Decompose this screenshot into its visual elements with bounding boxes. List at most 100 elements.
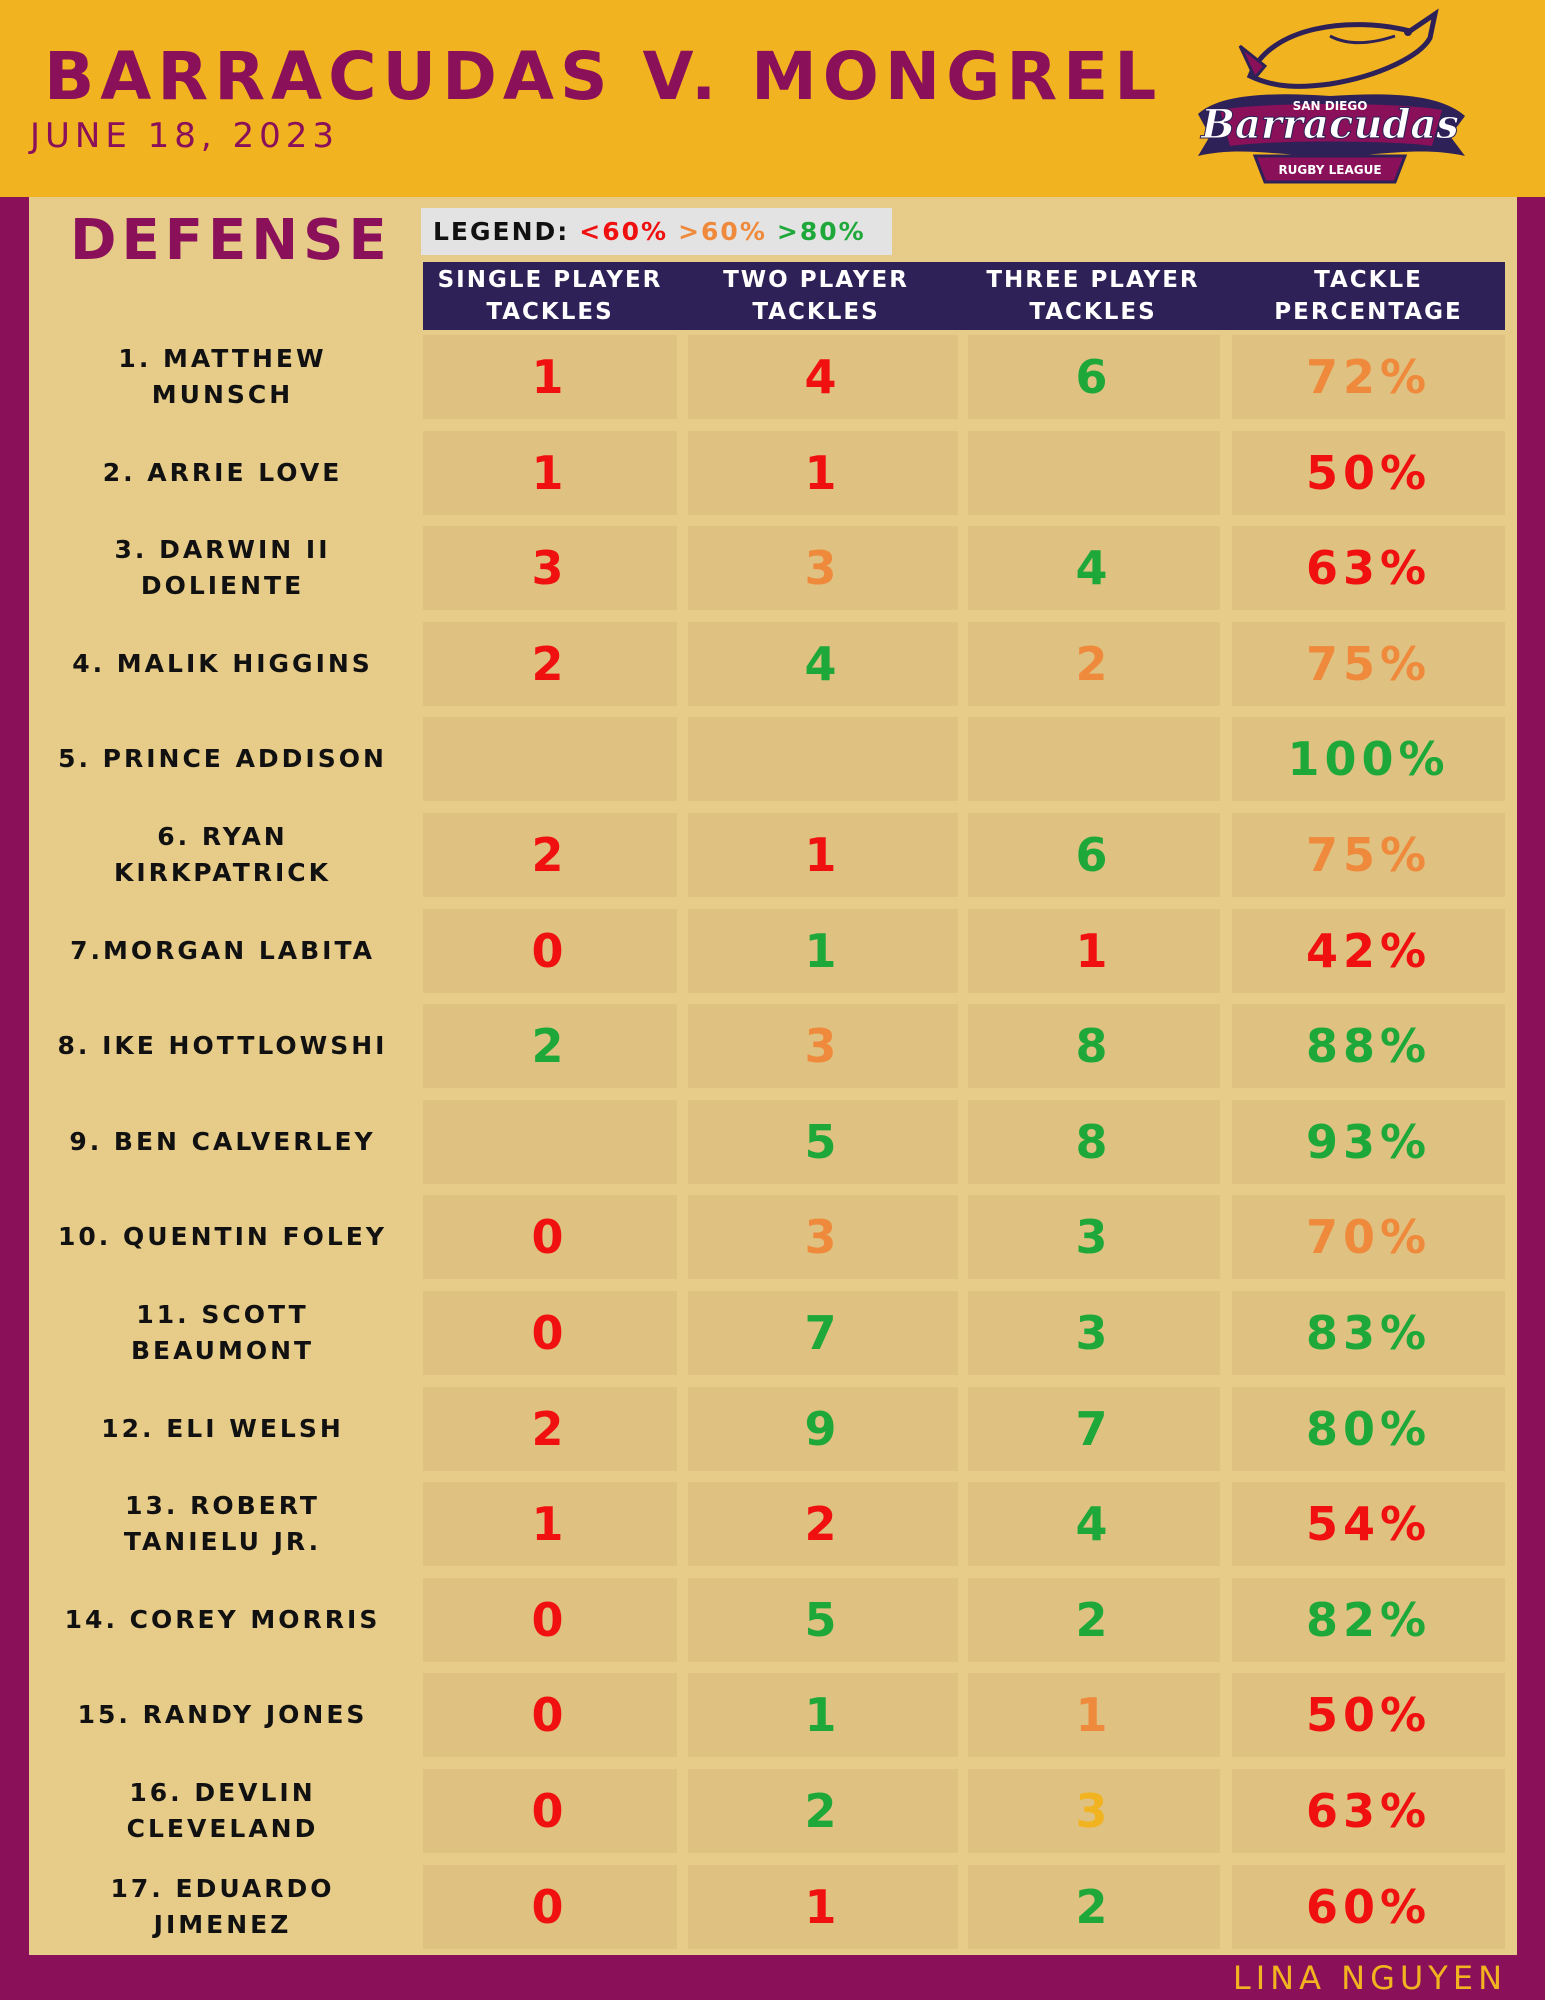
three-player-tackles-cell: 8 [968,1004,1220,1088]
player-name: 3. DARWIN II DOLIENTE [114,535,331,600]
two-player-tackles-cell: 5 [688,1578,958,1662]
table-row: 9. BEN CALVERLEY 5 8 93% [0,1100,1545,1184]
column-header-percentage: TACKLE PERCENTAGE [1274,267,1463,325]
two-player-tackles-cell: 4 [688,335,958,419]
single-player-tackles-cell: 1 [423,1482,677,1566]
section-title: DEFENSE [70,208,392,273]
table-row: 12. ELI WELSH 2 9 7 80% [0,1387,1545,1471]
column-header-single: SINGLE PLAYER TACKLES [437,267,663,325]
three-player-tackles-cell: 3 [968,1291,1220,1375]
three-player-tackles-cell: 1 [968,909,1220,993]
single-player-tackles-cell: 0 [423,1291,677,1375]
player-name: 8. IKE HOTTLOWSHI [57,1031,388,1060]
two-player-tackles-cell: 1 [688,909,958,993]
player-name: 7.MORGAN LABITA [70,936,375,965]
tackle-percentage-cell: 88% [1232,1004,1505,1088]
two-player-tackles-cell: 2 [688,1482,958,1566]
player-name: 9. BEN CALVERLEY [69,1127,376,1156]
player-name: 16. DEVLIN CLEVELAND [126,1778,319,1843]
column-header-bar [423,262,1505,330]
header-banner: BARRACUDAS V. MONGREL JUNE 18, 2023 SAN … [0,0,1545,197]
table-row: 17. EDUARDO JIMENEZ 0 1 2 60% [0,1865,1545,1949]
two-player-tackles-cell: 3 [688,1004,958,1088]
table-row: 16. DEVLIN CLEVELAND 0 2 3 63% [0,1769,1545,1853]
player-name: 5. PRINCE ADDISON [58,744,387,773]
three-player-tackles-cell: 1 [968,1673,1220,1757]
player-name: 13. ROBERT TANIELU JR. [123,1491,322,1556]
single-player-tackles-cell [423,717,677,801]
table-row: 3. DARWIN II DOLIENTE 3 3 4 63% [0,526,1545,610]
tackle-percentage-cell: 75% [1232,813,1505,897]
tackle-percentage-cell: 75% [1232,622,1505,706]
player-name: 1. MATTHEW MUNSCH [118,344,327,409]
tackle-percentage-cell: 72% [1232,335,1505,419]
legend: LEGEND: <60% >60% >80% [421,208,892,255]
column-header-two: TWO PLAYER TACKLES [723,267,909,325]
legend-label: LEGEND: [433,217,570,246]
tackle-percentage-cell: 54% [1232,1482,1505,1566]
player-name: 12. ELI WELSH [101,1414,344,1443]
table-row: 4. MALIK HIGGINS 2 4 2 75% [0,622,1545,706]
two-player-tackles-cell: 1 [688,431,958,515]
three-player-tackles-cell: 2 [968,622,1220,706]
two-player-tackles-cell: 3 [688,526,958,610]
two-player-tackles-cell: 7 [688,1291,958,1375]
three-player-tackles-cell: 2 [968,1578,1220,1662]
single-player-tackles-cell: 2 [423,622,677,706]
legend-item-mid: >60% [678,217,767,246]
author-credit: LINA NGUYEN [1232,1958,1507,1997]
table-row: 5. PRINCE ADDISON 100% [0,717,1545,801]
two-player-tackles-cell: 1 [688,1865,958,1949]
tackle-percentage-cell: 60% [1232,1865,1505,1949]
tackle-percentage-cell: 93% [1232,1100,1505,1184]
three-player-tackles-cell: 7 [968,1387,1220,1471]
table-row: 2. ARRIE LOVE 1 1 50% [0,431,1545,515]
two-player-tackles-cell: 9 [688,1387,958,1471]
tackle-percentage-cell: 63% [1232,526,1505,610]
single-player-tackles-cell: 0 [423,1195,677,1279]
logo-main-text: Barracudas [1200,101,1459,148]
three-player-tackles-cell [968,431,1220,515]
player-name: 14. COREY MORRIS [64,1605,381,1634]
table-row: 1. MATTHEW MUNSCH 1 4 6 72% [0,335,1545,419]
single-player-tackles-cell: 0 [423,1865,677,1949]
tackle-percentage-cell: 82% [1232,1578,1505,1662]
player-name: 10. QUENTIN FOLEY [58,1222,387,1251]
single-player-tackles-cell: 2 [423,1004,677,1088]
legend-item-low: <60% [579,217,669,246]
three-player-tackles-cell: 3 [968,1769,1220,1853]
player-name: 4. MALIK HIGGINS [72,649,373,678]
game-date: JUNE 18, 2023 [30,116,340,156]
tackle-percentage-cell: 83% [1232,1291,1505,1375]
single-player-tackles-cell: 1 [423,335,677,419]
three-player-tackles-cell [968,717,1220,801]
table-row: 15. RANDY JONES 0 1 1 50% [0,1673,1545,1757]
table-row: 7.MORGAN LABITA 0 1 1 42% [0,909,1545,993]
player-name: 15. RANDY JONES [77,1700,368,1729]
logo-bottom-text: RUGBY LEAGUE [1278,163,1381,177]
two-player-tackles-cell: 1 [688,1673,958,1757]
two-player-tackles-cell: 5 [688,1100,958,1184]
tackle-percentage-cell: 100% [1232,717,1505,801]
single-player-tackles-cell: 3 [423,526,677,610]
barracudas-logo: SAN DIEGO Barracudas RUGBY LEAGUE [1198,8,1465,184]
logo-top-text: SAN DIEGO [1293,99,1368,113]
single-player-tackles-cell: 0 [423,1673,677,1757]
single-player-tackles-cell: 2 [423,813,677,897]
two-player-tackles-cell: 3 [688,1195,958,1279]
table-row: 14. COREY MORRIS 0 5 2 82% [0,1578,1545,1662]
three-player-tackles-cell: 8 [968,1100,1220,1184]
page-title: BARRACUDAS V. MONGREL [44,38,1163,115]
three-player-tackles-cell: 6 [968,335,1220,419]
table-row: 8. IKE HOTTLOWSHI 2 3 8 88% [0,1004,1545,1088]
player-name: 17. EDUARDO JIMENEZ [110,1874,335,1939]
legend-item-high: >80% [776,217,866,246]
table-row: 6. RYAN KIRKPATRICK 2 1 6 75% [0,813,1545,897]
single-player-tackles-cell [423,1100,677,1184]
three-player-tackles-cell: 4 [968,1482,1220,1566]
single-player-tackles-cell: 0 [423,909,677,993]
tackle-percentage-cell: 42% [1232,909,1505,993]
three-player-tackles-cell: 6 [968,813,1220,897]
three-player-tackles-cell: 4 [968,526,1220,610]
table-row: 13. ROBERT TANIELU JR. 1 2 4 54% [0,1482,1545,1566]
